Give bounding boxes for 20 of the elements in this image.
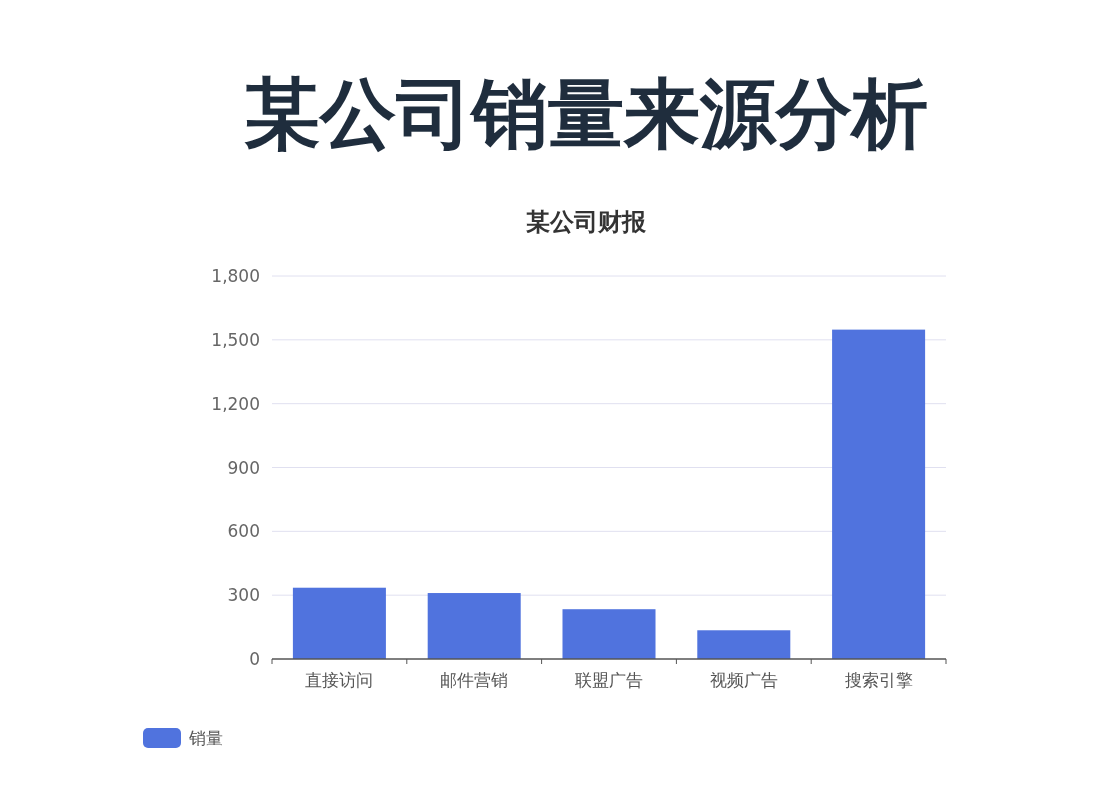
y-tick-label: 1,200 bbox=[211, 393, 260, 414]
y-tick-label: 900 bbox=[227, 457, 260, 478]
y-tick-label: 600 bbox=[227, 521, 260, 542]
bar bbox=[697, 630, 791, 659]
y-tick-label: 1,800 bbox=[211, 266, 260, 286]
bar bbox=[292, 587, 386, 659]
x-tick-label: 联盟广告 bbox=[575, 670, 643, 690]
bar bbox=[832, 329, 926, 659]
chart-subtitle: 某公司财报 bbox=[526, 208, 647, 236]
y-tick-label: 0 bbox=[249, 649, 260, 669]
legend-label: 销量 bbox=[188, 728, 223, 748]
x-tick-label: 搜索引擎 bbox=[844, 670, 913, 690]
chart-title: 某公司销量来源分析 bbox=[244, 69, 928, 158]
x-tick-label: 直接访问 bbox=[305, 670, 374, 690]
y-tick-label: 1,500 bbox=[211, 329, 260, 350]
x-tick-label: 邮件营销 bbox=[440, 670, 509, 690]
y-tick-label: 300 bbox=[227, 585, 260, 606]
bar bbox=[562, 609, 656, 659]
x-tick-label: 视频广告 bbox=[709, 670, 778, 690]
bar bbox=[427, 593, 521, 659]
